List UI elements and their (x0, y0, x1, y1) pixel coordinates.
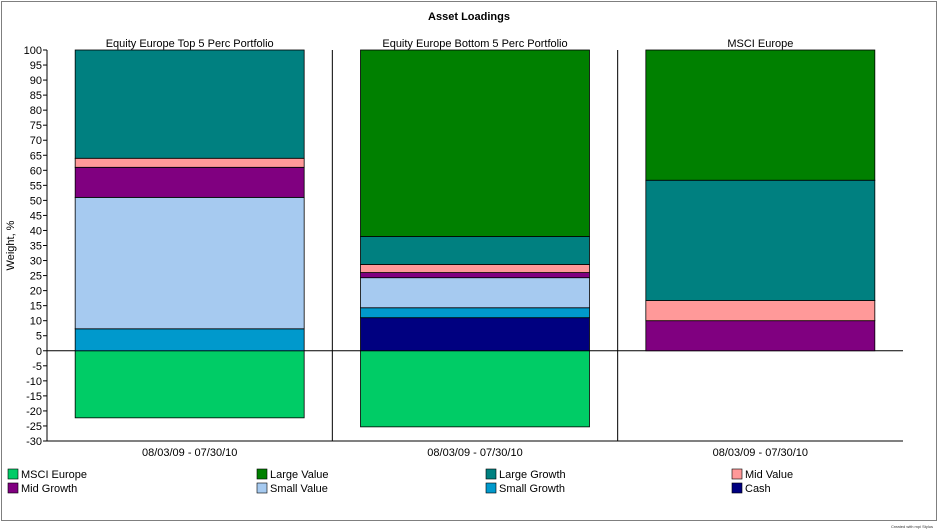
bar-segment-cash (360, 317, 590, 352)
bar-segment-msci-europe (74, 350, 305, 419)
bar-segment-mid-value (645, 300, 876, 322)
legend-swatch-mid-growth (7, 482, 19, 494)
y-tick-label: -5 (32, 361, 42, 373)
bar-segment-mid-value (74, 157, 305, 168)
bar-segment-mid-growth (645, 320, 876, 352)
legend-label-small-growth: Small Growth (499, 483, 565, 495)
y-tick-label: 90 (30, 75, 42, 87)
y-tick-label: 50 (30, 195, 42, 207)
bar-segment-mid-value (360, 264, 590, 273)
legend-swatch-small-value (256, 482, 268, 494)
legend-swatch-large-growth (485, 468, 497, 480)
y-tick-label: 55 (30, 180, 42, 192)
bar-segment-mid-growth (360, 272, 590, 279)
y-tick-label: 70 (30, 135, 42, 147)
y-tick-label: 0 (36, 346, 42, 358)
y-tick-label: 85 (30, 90, 42, 102)
panel-period-label: 08/03/09 - 07/30/10 (427, 447, 522, 459)
y-tick-label: -30 (26, 436, 42, 448)
y-tick-label: 5 (36, 331, 42, 343)
y-tick-label: 65 (30, 150, 42, 162)
y-tick-label: -15 (26, 391, 42, 403)
panel-period-label: 08/03/09 - 07/30/10 (713, 447, 808, 459)
bar-segment-small-value (74, 196, 305, 330)
bar-segment-large-growth (74, 49, 305, 159)
legend-label-large-value: Large Value (270, 469, 329, 481)
y-tick-label: -20 (26, 406, 42, 418)
chart-frame (1, 1, 937, 521)
bar-segment-large-value (645, 49, 876, 181)
legend-swatch-small-growth (485, 482, 497, 494)
panel-title: MSCI Europe (727, 38, 793, 50)
panel-title: Equity Europe Top 5 Perc Portfolio (106, 38, 274, 50)
credit-text: Created with mpi Stylus (890, 524, 933, 529)
y-tick-label: -10 (26, 376, 42, 388)
bar-segment-mid-growth (74, 166, 305, 198)
chart-title: Asset Loadings (428, 11, 510, 23)
panel-period-label: 08/03/09 - 07/30/10 (142, 447, 237, 459)
legend-label-large-growth: Large Growth (499, 469, 566, 481)
legend-label-small-value: Small Value (270, 483, 328, 495)
y-tick-label: 30 (30, 256, 42, 268)
bar-segment-small-value (360, 277, 590, 309)
bar-segment-large-growth (645, 179, 876, 301)
y-tick-label: 10 (30, 316, 42, 328)
y-tick-label: 35 (30, 241, 42, 253)
bar-segment-small-growth (74, 328, 305, 352)
y-tick-label: -25 (26, 421, 42, 433)
bar-segment-msci-europe (360, 350, 590, 428)
y-tick-label: 75 (30, 120, 42, 132)
y-tick-label: 40 (30, 225, 42, 237)
y-tick-label: 60 (30, 165, 42, 177)
y-axis-label: Weight, % (5, 220, 17, 270)
y-tick-label: 25 (30, 271, 42, 283)
legend-swatch-large-value (256, 468, 268, 480)
bar-segment-small-growth (360, 307, 590, 319)
y-tick-label: 15 (30, 301, 42, 313)
legend-label-mid-value: Mid Value (745, 469, 793, 481)
y-tick-label: 20 (30, 286, 42, 298)
legend-swatch-mid-value (731, 468, 743, 480)
legend-label-msci-europe: MSCI Europe (21, 469, 87, 481)
y-tick-label: 100 (24, 45, 42, 57)
bar-segment-large-value (360, 49, 590, 237)
legend-swatch-cash (731, 482, 743, 494)
legend-label-mid-growth: Mid Growth (21, 483, 77, 495)
y-tick-label: 95 (30, 60, 42, 72)
legend-label-cash: Cash (745, 483, 771, 495)
legend-swatch-msci-europe (7, 468, 19, 480)
y-tick-label: 80 (30, 105, 42, 117)
y-tick-label: 45 (30, 210, 42, 222)
panel-title: Equity Europe Bottom 5 Perc Portfolio (382, 38, 567, 50)
bar-segment-large-growth (360, 236, 590, 265)
